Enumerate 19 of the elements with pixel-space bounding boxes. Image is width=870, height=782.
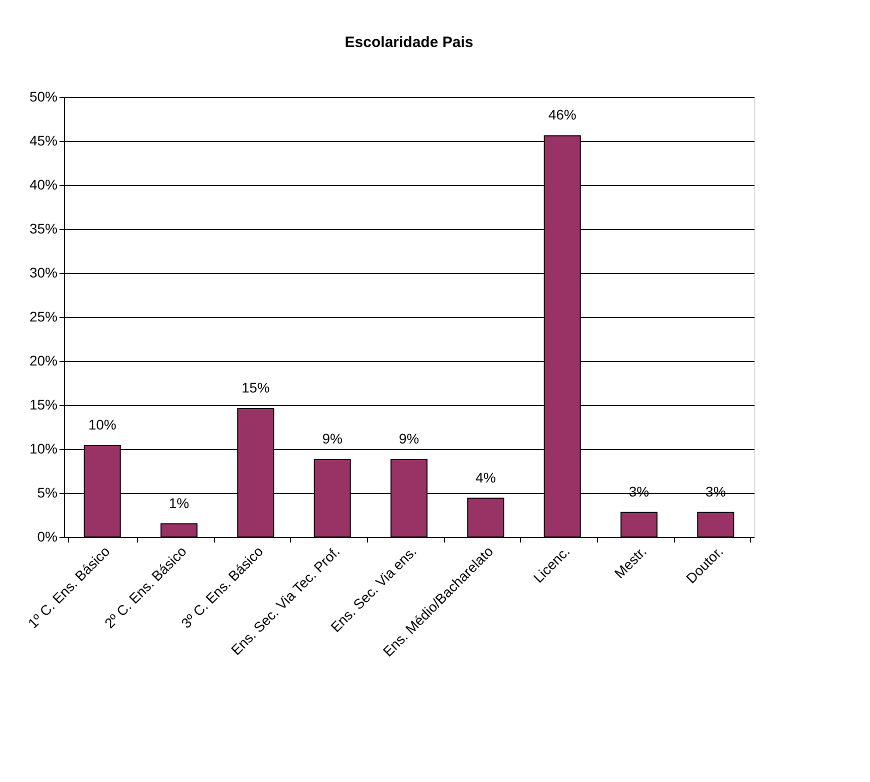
data-label: 4% [476,469,496,486]
y-tick-label: 40% [29,176,58,192]
y-tick-label: 25% [29,308,58,324]
y-tick-label: 0% [37,528,58,544]
y-tick-label: 10% [29,440,58,456]
data-label: 9% [398,430,420,447]
y-tick-label: 5% [37,484,58,500]
y-tick-label: 45% [29,132,58,148]
data-label: 9% [322,430,342,447]
data-label: 15% [242,380,270,396]
data-label: 1% [168,494,190,511]
y-tick-label: 35% [29,220,58,236]
y-tick-label: 30% [29,264,58,280]
y-tick-label: 50% [29,88,58,104]
y-tick-label: 20% [29,352,58,368]
data-label: 46% [548,106,576,123]
data-label: 10% [88,416,116,432]
chart-title: Escolaridade Pais [344,34,474,51]
y-tick-label: 15% [29,396,58,412]
